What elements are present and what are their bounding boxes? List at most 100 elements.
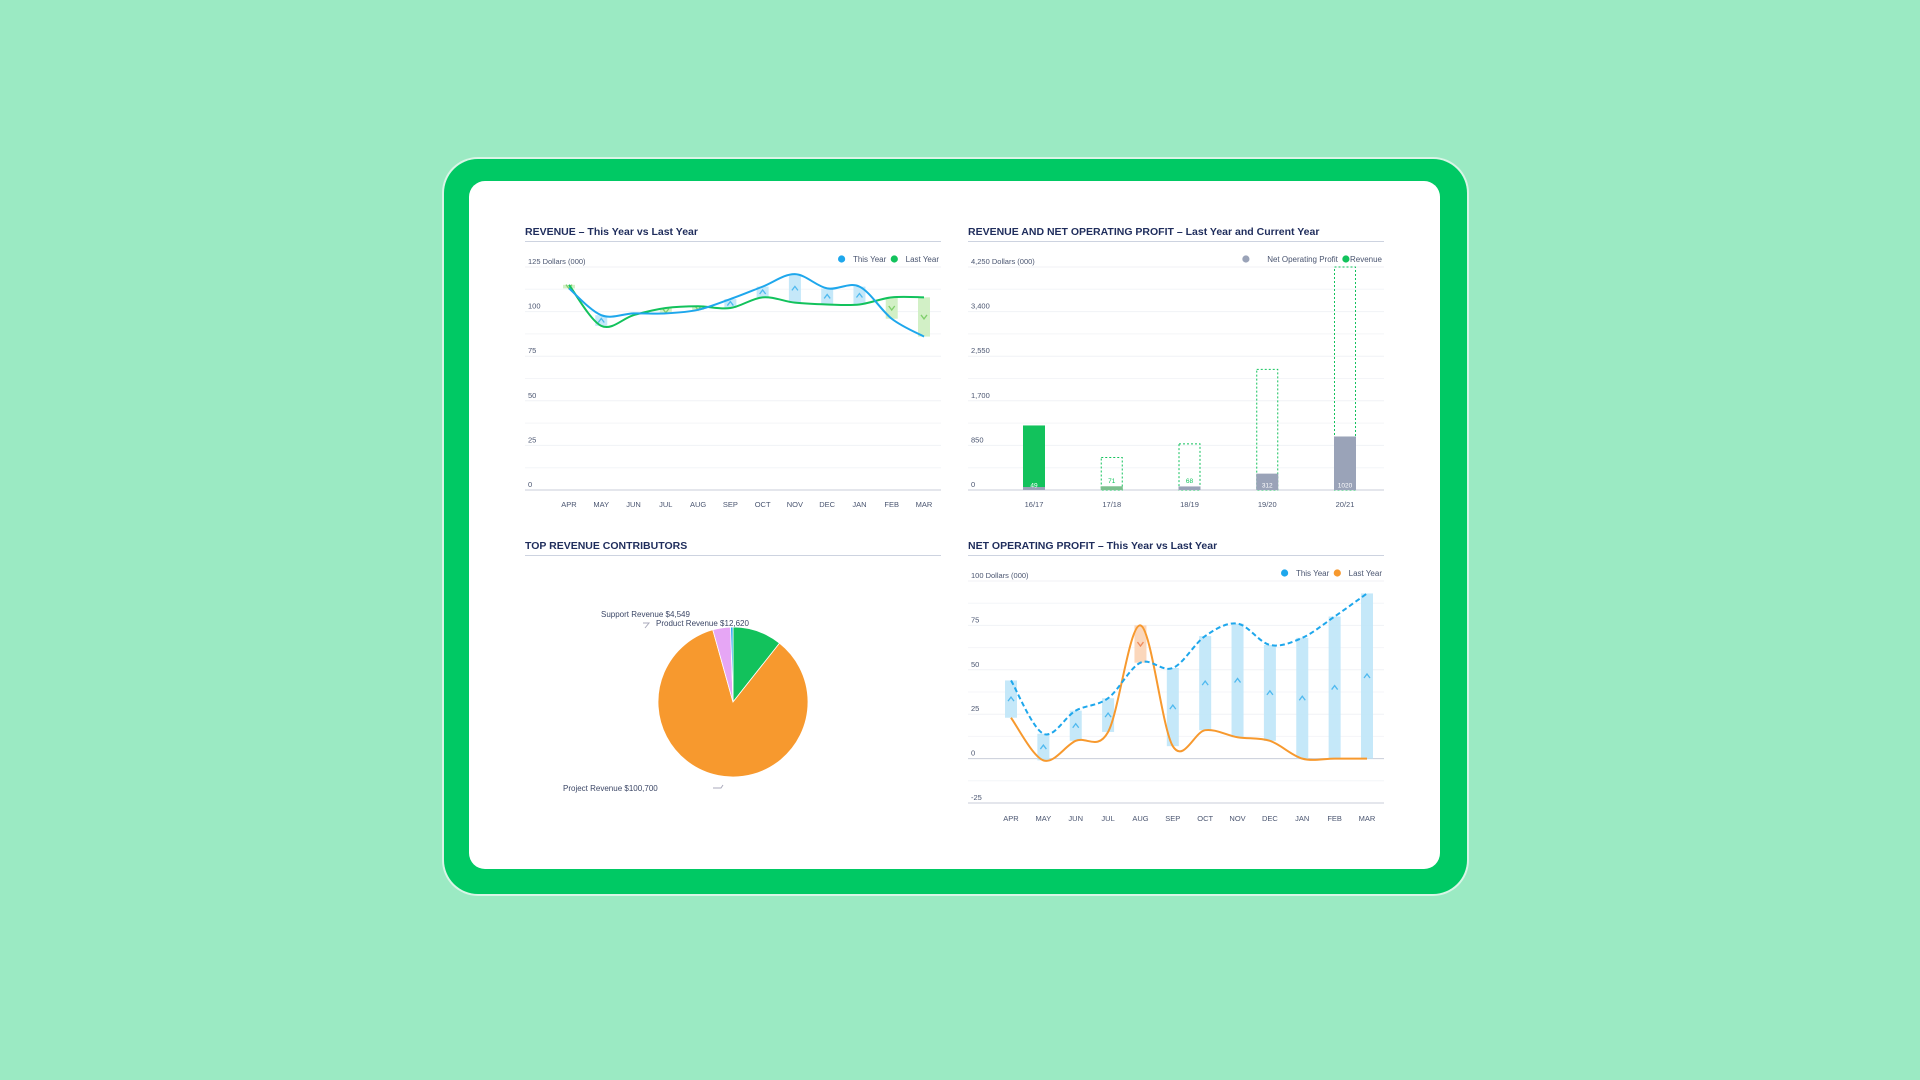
dashboard-screen [469, 181, 1440, 869]
revenue-chart: REVENUE – This Year vs Last Year 125 Dol… [525, 222, 941, 522]
contributors-chart: TOP REVENUE CONTRIBUTORS Product Revenue… [525, 536, 941, 836]
slice-label: Product Revenue $12,620 [656, 619, 750, 628]
difference-band [1069, 710, 1082, 741]
y-tick-label: 0 [971, 749, 975, 758]
chevron-up-icon [1039, 743, 1047, 750]
chevron-up-icon [1266, 689, 1274, 696]
bar-value-label: 71 [1108, 478, 1116, 485]
chevron-down-icon [888, 305, 896, 312]
revenue-bar [1256, 368, 1279, 491]
y-tick-label: 100 [528, 302, 541, 311]
difference-band [885, 297, 898, 319]
revenue-bar [1334, 266, 1356, 491]
x-tick-label: APR [1003, 814, 1019, 823]
x-tick-label: SEP [1165, 814, 1180, 823]
x-tick-label: 19/20 [1258, 500, 1277, 509]
difference-band [1231, 623, 1244, 738]
bar-value-label: 49 [1030, 483, 1038, 490]
revenue-nop-chart: REVENUE AND NET OPERATING PROFIT – Last … [968, 222, 1384, 522]
title-divider [968, 241, 1384, 242]
title-divider [968, 555, 1384, 556]
difference-band [821, 288, 834, 305]
series-line-this-year [1010, 592, 1368, 736]
legend-dot [1242, 255, 1250, 263]
x-tick-label: DEC [819, 500, 835, 509]
nop-chart: NET OPERATING PROFIT – This Year vs Last… [968, 536, 1384, 836]
x-tick-label: JAN [852, 500, 866, 509]
y-tick-label: 50 [528, 391, 536, 400]
leader-line [643, 622, 651, 629]
difference-band [788, 274, 801, 303]
title-divider [525, 555, 941, 556]
x-tick-label: OCT [755, 500, 771, 509]
x-tick-label: MAY [1036, 814, 1052, 823]
difference-band [724, 299, 737, 309]
chart-title: REVENUE – This Year vs Last Year [525, 226, 698, 238]
y-tick-label: 0 [971, 480, 975, 489]
difference-band [1005, 680, 1017, 718]
x-tick-label: SEP [723, 500, 738, 509]
difference-band [1134, 625, 1147, 663]
y-tick-label: 4,250 Dollars (000) [971, 257, 1035, 266]
difference-band [659, 308, 672, 314]
x-tick-label: JUL [659, 500, 672, 509]
x-tick-label: NOV [1229, 814, 1245, 823]
x-tick-label: FEB [1327, 814, 1342, 823]
y-tick-label: 1,700 [971, 391, 990, 400]
y-tick-label: 2,550 [971, 346, 990, 355]
y-tick-label: 100 Dollars (000) [971, 571, 1029, 580]
legend-dot [1342, 255, 1350, 263]
x-tick-label: 20/21 [1336, 500, 1355, 509]
nop-chart-svg: 100 Dollars (000) 75 50 25 0 -25 Last Year This… [968, 569, 1384, 823]
legend-label: Revenue [1350, 255, 1383, 264]
x-tick-label: 17/18 [1102, 500, 1121, 509]
chevron-up-icon [759, 288, 767, 295]
x-tick-label: MAR [916, 500, 933, 509]
difference-band [595, 315, 608, 326]
y-tick-label: 0 [528, 480, 532, 489]
legend-label: Net Operating Profit [1267, 255, 1338, 264]
slice-label: Project Revenue $100,700 [563, 784, 658, 793]
x-tick-label: JAN [1295, 814, 1309, 823]
difference-band [1166, 668, 1179, 747]
chevron-down-icon [920, 314, 928, 321]
chevron-up-icon [1072, 722, 1080, 729]
y-tick-label: 75 [971, 615, 979, 624]
nop-bar [1334, 436, 1356, 490]
nop-bar [1256, 473, 1279, 490]
chevron-up-icon [1234, 677, 1242, 683]
difference-band [756, 286, 769, 298]
difference-band [1263, 644, 1276, 741]
x-tick-label: 16/17 [1025, 500, 1044, 509]
chevron-up-icon [726, 300, 734, 306]
chart-title: NET OPERATING PROFIT – This Year vs Last… [968, 540, 1218, 552]
x-tick-label: JUN [626, 500, 641, 509]
chevron-up-icon [1007, 696, 1015, 702]
chevron-up-icon [823, 293, 831, 299]
chevron-up-icon [1331, 684, 1339, 690]
difference-band [692, 306, 705, 310]
chart-title: TOP REVENUE CONTRIBUTORS [525, 540, 688, 552]
revenue-chart-svg: 125 Dollars (000) 100 75 50 25 0 Last Year This… [525, 255, 941, 509]
nop-bar [1178, 486, 1201, 490]
y-tick-label: 850 [971, 435, 984, 444]
x-tick-label: MAR [1359, 814, 1376, 823]
x-tick-label: AUG [1132, 814, 1148, 823]
difference-band [1296, 637, 1309, 759]
legend-dot [1281, 569, 1289, 577]
slice-label: Support Revenue $4,549 [601, 610, 691, 619]
revenue-nop-chart-svg: 4,250 Dollars (000) 3,400 2,550 1,700 850 0 Re… [968, 255, 1384, 509]
y-tick-label: 25 [528, 435, 536, 444]
chevron-up-icon [1298, 695, 1306, 701]
chevron-up-icon [1201, 680, 1209, 686]
difference-band [918, 297, 930, 337]
legend-dot [838, 255, 846, 263]
legend-label: This Year [1296, 569, 1330, 578]
series-line-this-year [568, 273, 925, 338]
chevron-up-icon [1363, 672, 1371, 679]
y-tick-label: -25 [971, 793, 982, 802]
x-tick-label: 18/19 [1180, 500, 1199, 509]
difference-band [1037, 733, 1050, 761]
revenue-bar [1023, 425, 1045, 490]
chart-title: REVENUE AND NET OPERATING PROFIT – Last … [968, 226, 1320, 238]
